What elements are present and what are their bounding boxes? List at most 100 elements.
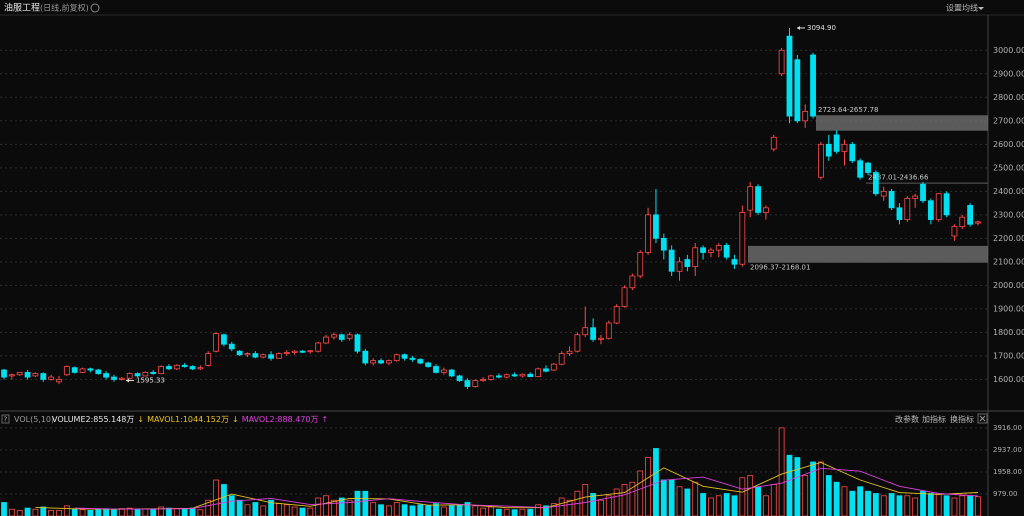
legend-entry: MAVOL1:1044.152万	[147, 415, 229, 424]
volume-bar	[692, 481, 699, 516]
volume-bar	[370, 502, 377, 516]
volume-bar	[503, 508, 510, 516]
candle-body	[543, 368, 549, 372]
volume-bar	[975, 496, 981, 516]
candle-body	[920, 183, 926, 202]
volume-bar	[872, 493, 879, 516]
dropdown-arrow[interactable]	[978, 7, 984, 10]
volume-bar	[181, 508, 188, 516]
volume-bar	[849, 490, 856, 516]
candle-body	[291, 350, 298, 353]
candle-body	[527, 373, 534, 378]
y-tick-label: 979.00	[993, 490, 1018, 498]
help-icon[interactable]: ?	[4, 416, 8, 424]
y-tick-label: 1800.00	[993, 328, 1024, 337]
candle-body	[770, 136, 777, 150]
candle-body	[338, 334, 345, 340]
candle-body	[323, 336, 329, 344]
volume-bar	[558, 497, 565, 516]
volume-bar	[582, 484, 589, 516]
volume-bar	[825, 475, 832, 516]
candle-body	[684, 259, 691, 267]
y-tick-label: 2100.00	[993, 257, 1024, 266]
candle-body	[668, 249, 675, 272]
button[interactable]: 加指标	[922, 414, 946, 424]
candle-body	[888, 190, 895, 209]
volume-bar	[166, 507, 172, 516]
candle-body	[818, 143, 824, 178]
zone-label: 2437.01-2436.66	[868, 174, 929, 182]
candle-body	[519, 373, 526, 377]
help-box[interactable]	[1, 414, 10, 424]
candle-body	[841, 143, 848, 152]
candle-body	[362, 350, 369, 364]
volume-bar	[283, 504, 290, 516]
volume-bar	[134, 508, 141, 516]
candle-body	[158, 366, 164, 374]
candle-body	[629, 275, 636, 289]
candle-body	[951, 226, 958, 237]
volume-bar	[755, 486, 761, 516]
candle-body	[810, 54, 816, 117]
volume-bar	[904, 495, 911, 516]
candle-body	[48, 376, 55, 380]
candle-body	[268, 354, 274, 359]
candle-body	[582, 327, 589, 336]
close-icon[interactable]	[979, 415, 986, 422]
candle-body	[126, 373, 133, 379]
annotation-label: 1595.33	[136, 377, 165, 385]
y-tick-label: 1900.00	[993, 304, 1024, 313]
volume-bar	[221, 484, 227, 516]
candle-body	[943, 193, 950, 216]
y-tick-label: 2800.00	[993, 93, 1024, 102]
volume-bar	[888, 493, 895, 516]
zone-label: 2723.64-2657.78	[818, 106, 878, 114]
volume-bar	[338, 497, 345, 516]
volume-bar	[456, 504, 463, 516]
ma-line	[74, 467, 979, 510]
candle-body	[87, 368, 94, 371]
candle-body	[354, 334, 361, 352]
volume-bar	[731, 495, 738, 516]
close-button[interactable]	[977, 413, 988, 424]
volume-bar	[95, 508, 102, 516]
zone	[866, 182, 988, 184]
volume-bar	[158, 506, 164, 516]
candle-body	[778, 49, 785, 75]
volume-bar	[346, 499, 353, 516]
legend-entry: ↓	[137, 415, 144, 424]
candle-body	[433, 366, 439, 373]
candle-body	[558, 353, 565, 365]
volume-bar	[331, 499, 337, 516]
settings-icon[interactable]	[90, 3, 100, 13]
candle-body	[448, 369, 455, 377]
candle-body	[213, 333, 219, 352]
volume-bar	[150, 509, 157, 516]
candle-body	[731, 259, 738, 265]
button[interactable]: 改参数	[895, 414, 919, 424]
candle-body	[63, 366, 70, 376]
ma-setting[interactable]: 设置均线	[946, 3, 978, 13]
candle-body	[8, 374, 15, 377]
candle-body	[825, 143, 832, 157]
legend-entry: VOLUME2:855.148万	[52, 415, 134, 424]
candle-body	[511, 374, 518, 377]
candle-body	[637, 252, 644, 277]
candle-body	[260, 354, 267, 358]
volume-bar	[56, 509, 62, 516]
candle-body	[794, 59, 801, 122]
candle-body	[252, 353, 259, 358]
volume-bar	[260, 505, 267, 516]
candle-body	[166, 366, 172, 370]
volume-bar	[189, 507, 196, 516]
annotation-arrowhead	[797, 25, 800, 30]
volume-bar	[299, 507, 306, 516]
candle-body	[613, 306, 620, 324]
y-tick-label: 2937.00	[993, 446, 1022, 454]
candle-body	[370, 360, 377, 364]
y-tick-label: 1600.00	[993, 375, 1024, 384]
y-tick-label: 1700.00	[993, 351, 1024, 360]
volume-bar	[700, 493, 706, 516]
button[interactable]: 换指标	[950, 414, 974, 424]
